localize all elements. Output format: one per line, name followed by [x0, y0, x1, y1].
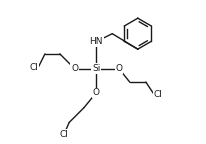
Text: Si: Si: [91, 64, 100, 73]
Text: Cl: Cl: [29, 63, 38, 72]
Text: Cl: Cl: [153, 90, 162, 99]
Text: HN: HN: [89, 37, 102, 46]
Text: O: O: [115, 64, 122, 73]
Text: O: O: [92, 88, 99, 97]
Text: O: O: [71, 64, 78, 73]
Text: Cl: Cl: [59, 130, 68, 139]
